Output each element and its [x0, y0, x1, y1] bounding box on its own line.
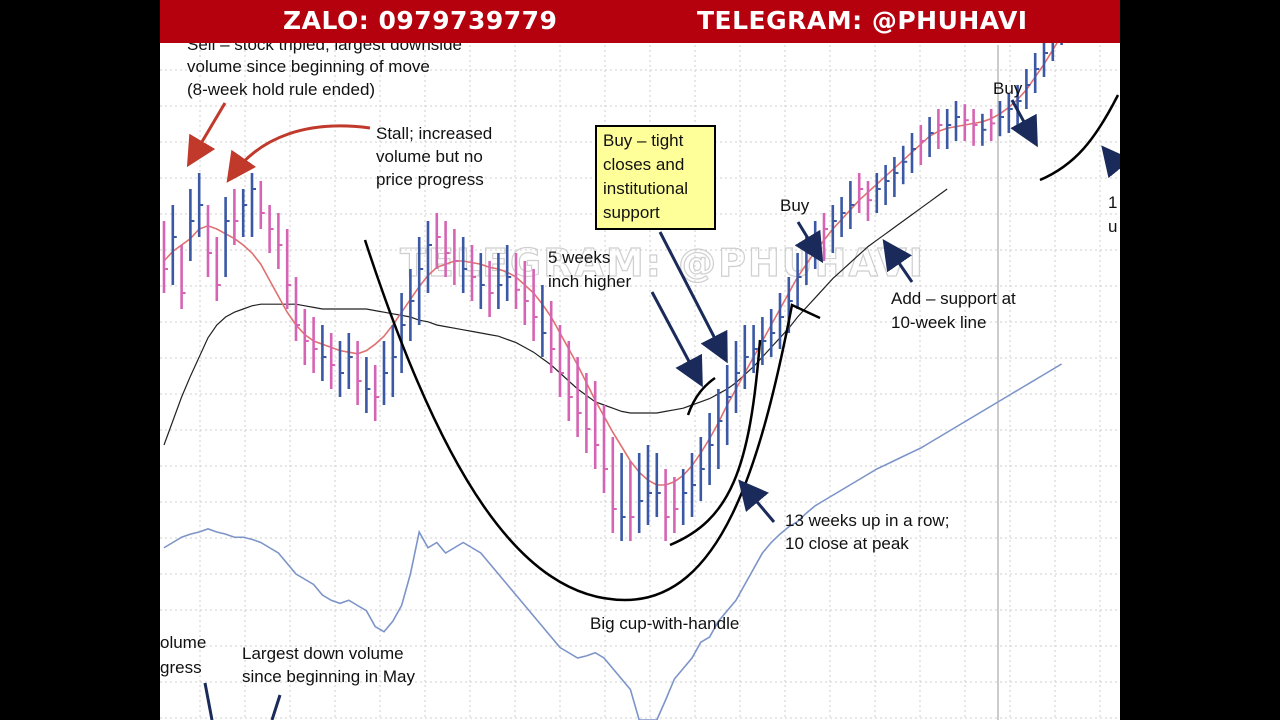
ma10-group: [163, 7, 1080, 486]
largest-down-line-2: since beginning in May: [242, 667, 415, 686]
price-bars: [162, 0, 1084, 541]
sell-line-3: (8-week hold rule ended): [187, 80, 375, 99]
right-top-curve: [1039, 94, 1120, 182]
largest-down-arrow: [270, 694, 282, 720]
add-arrow: [882, 239, 914, 283]
stall-line-1: Stall; increased: [376, 124, 492, 143]
thirteen-weeks-arrow: [738, 479, 776, 523]
thirteen-weeks-curve: [669, 339, 762, 547]
cup-with-handle-chart: TELEGRAM: @PHUHAVI Buy: [160, 0, 1120, 720]
five-weeks-line-1: 5 weeks: [548, 248, 610, 267]
ma40-line: [163, 188, 948, 446]
ma10-line: [163, 7, 1080, 486]
volume-arrow: [203, 682, 214, 720]
watermark-text: TELEGRAM: @PHUHAVI: [400, 241, 925, 285]
ma40-group: [163, 188, 948, 446]
chart-stage: TELEGRAM: @PHUHAVI Buy: [160, 0, 1120, 720]
right-cut-line-1: 1: [1108, 193, 1117, 212]
buy-tight-callout-box: [595, 125, 716, 230]
right-cut-arrow: [1101, 145, 1120, 179]
volume-cut-line-2: gress: [160, 658, 202, 677]
sell-line-2: volume since beginning of move: [187, 57, 430, 76]
buy-right-arrow: [1010, 99, 1038, 148]
telegram-contact: TELEGRAM: @PHUHAVI: [697, 6, 1028, 35]
rs-line-group: [163, 363, 1063, 720]
buy-tight-line-3: institutional: [603, 179, 688, 198]
cup-label: Big cup-with-handle: [590, 614, 739, 633]
stall-line-3: price progress: [376, 170, 484, 189]
stall-arrow: [226, 124, 371, 183]
buy-mid-label: Buy: [780, 196, 810, 215]
add-line-1: Add – support at: [891, 289, 1016, 308]
thirteen-weeks-line-2: 10 close at peak: [785, 534, 909, 553]
buy-right-label: Buy: [993, 79, 1023, 98]
rs-line: [163, 363, 1063, 720]
volume-cut-line-1: olume: [160, 633, 206, 652]
buy-tight-arrow: [658, 231, 728, 364]
add-line-2: 10-week line: [891, 313, 986, 332]
thirteen-weeks-line-1: 13 weeks up in a row;: [785, 511, 949, 530]
largest-down-line-1: Largest down volume: [242, 644, 404, 663]
cup-outline: [363, 239, 821, 602]
contact-banner: ZALO: 0979739779 TELEGRAM: @PHUHAVI: [160, 0, 1120, 43]
sell-arrow: [186, 102, 227, 168]
buy-tight-line-1: Buy – tight: [603, 131, 684, 150]
five-weeks-line-2: inch higher: [548, 272, 632, 291]
five-weeks-arrow: [650, 291, 703, 388]
buy-mid-arrow: [794, 221, 824, 264]
zalo-contact: ZALO: 0979739779: [283, 6, 558, 35]
five-weeks-curve: [686, 376, 716, 416]
buy-tight-line-2: closes and: [603, 155, 684, 174]
buy-tight-line-4: support: [603, 203, 660, 222]
right-cut-line-2: u: [1108, 217, 1117, 236]
stall-line-2: volume but no: [376, 147, 483, 166]
